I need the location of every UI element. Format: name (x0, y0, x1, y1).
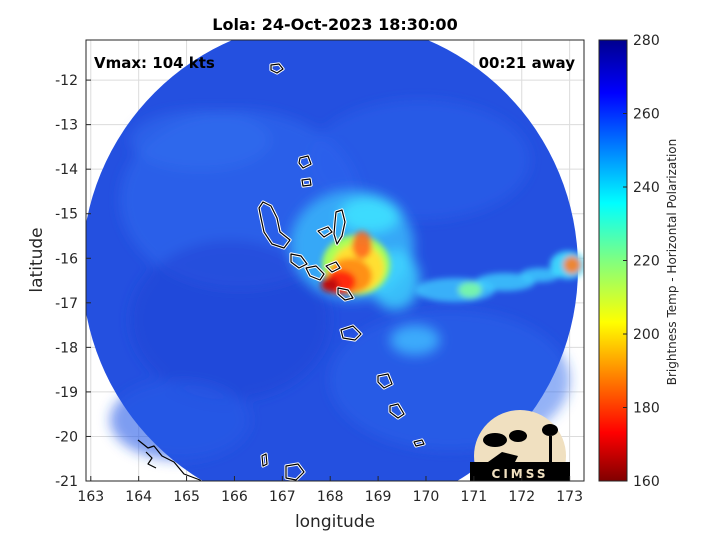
y-axis: -12 -13 -14 -15 -16 -17 -18 -19 -20 -21 (55, 73, 91, 490)
x-tick-label: 171 (460, 489, 487, 505)
colorbar (598, 39, 628, 482)
cimss-logo: CIMSS (470, 410, 570, 481)
x-tick-label: 167 (269, 489, 296, 505)
y-tick-label: -15 (55, 207, 78, 223)
x-tick-label: 170 (413, 489, 440, 505)
x-tick-label: 164 (125, 489, 152, 505)
y-axis-label: latitude (27, 227, 47, 292)
x-tick-label: 165 (173, 489, 200, 505)
x-axis: 163 164 165 166 167 168 169 170 171 172 173 (77, 476, 583, 505)
y-tick-label: -21 (55, 474, 78, 490)
colorbar-label: Brightness Temp - Horizontal Polarizatio… (665, 139, 679, 386)
colorbar-tick-label: 260 (633, 107, 660, 123)
colorbar-tick-label: 180 (633, 401, 660, 417)
y-tick-label: -17 (55, 296, 78, 312)
vmax-annotation: Vmax: 104 kts (94, 54, 215, 72)
y-tick-label: -20 (55, 429, 78, 445)
storm-eastern-band (415, 251, 584, 302)
x-tick-label: 166 (221, 489, 248, 505)
y-tick-label: -12 (55, 73, 78, 89)
x-tick-label: 163 (77, 489, 104, 505)
x-tick-label: 172 (508, 489, 535, 505)
colorbar-tick-label: 240 (633, 180, 660, 196)
time-away-annotation: 00:21 away (479, 54, 576, 72)
colorbar-tick-label: 220 (633, 254, 660, 270)
x-tick-label: 168 (317, 489, 344, 505)
colorbar-tick-label: 200 (633, 327, 660, 343)
colorbar-ticks: 280 260 240 220 200 180 160 (623, 33, 660, 490)
colorbar-tick-label: 160 (633, 474, 660, 490)
y-tick-label: -16 (55, 251, 78, 267)
colorbar-tick-label: 280 (633, 33, 660, 49)
x-tick-label: 173 (556, 489, 583, 505)
logo-text: CIMSS (492, 467, 549, 481)
y-tick-label: -18 (55, 340, 78, 356)
coastline-outlines (137, 63, 425, 481)
chart-title: Lola: 24-Oct-2023 18:30:00 (212, 15, 457, 34)
y-tick-label: -19 (55, 385, 78, 401)
y-tick-label: -13 (55, 118, 78, 134)
brightness-temperature-swath (86, 40, 584, 481)
y-tick-label: -14 (55, 162, 78, 178)
x-tick-label: 169 (365, 489, 392, 505)
x-axis-label: longitude (295, 512, 375, 532)
plot-frame (85, 39, 585, 482)
